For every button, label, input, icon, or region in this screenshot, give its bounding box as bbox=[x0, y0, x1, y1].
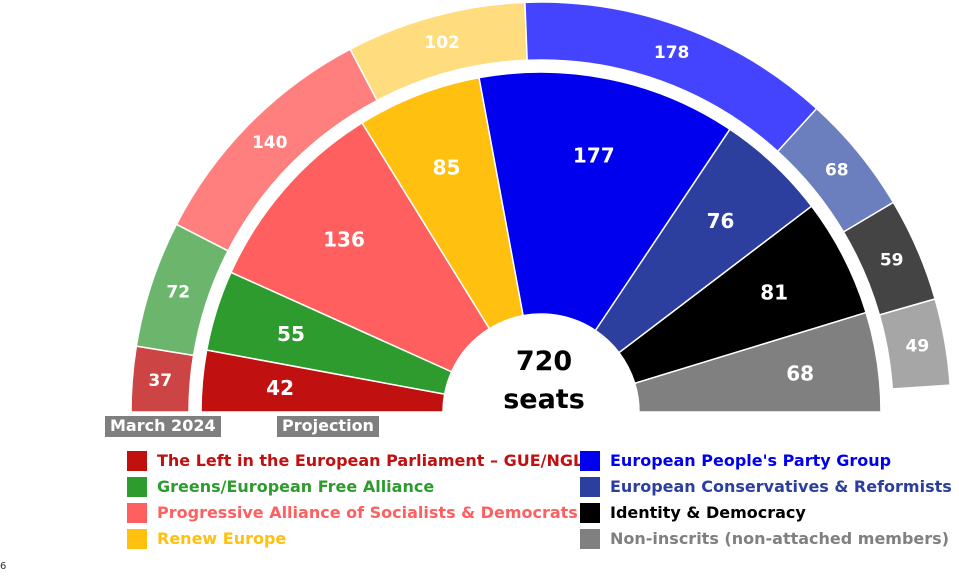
legend-item-epp: European People's Party Group bbox=[580, 448, 952, 474]
legend-label: European People's Party Group bbox=[610, 451, 892, 470]
inner-ring-projection bbox=[200, 71, 882, 413]
legend-item-greens: Greens/European Free Alliance bbox=[127, 474, 583, 500]
value-label-inner-ecr: 76 bbox=[707, 209, 735, 233]
value-label-outer-renew: 102 bbox=[424, 33, 460, 53]
legend-swatch bbox=[580, 451, 600, 471]
legend-swatch bbox=[580, 529, 600, 549]
legend-left-column: The Left in the European Parliament – GU… bbox=[127, 448, 583, 552]
value-label-outer-ni: 49 bbox=[906, 336, 930, 356]
legend-item-id: Identity & Democracy bbox=[580, 500, 952, 526]
legend-swatch bbox=[127, 503, 147, 523]
segment-inner-sd bbox=[230, 121, 491, 373]
legend-item-left: The Left in the European Parliament – GU… bbox=[127, 448, 583, 474]
legend-swatch bbox=[127, 529, 147, 549]
page-number: 6 bbox=[0, 561, 7, 572]
legend-label: Renew Europe bbox=[157, 529, 287, 548]
segment-inner-epp bbox=[478, 71, 731, 332]
legend-swatch bbox=[127, 451, 147, 471]
value-label-inner-epp: 177 bbox=[573, 143, 615, 167]
value-label-inner-left: 42 bbox=[266, 376, 294, 400]
legend-label: The Left in the European Parliament – GU… bbox=[157, 451, 584, 470]
legend-label: European Conservatives & Reformists bbox=[610, 477, 952, 496]
value-label-outer-epp: 178 bbox=[654, 43, 690, 63]
legend-label: Progressive Alliance of Socialists & Dem… bbox=[157, 503, 578, 522]
legend-label: Identity & Democracy bbox=[610, 503, 806, 522]
value-label-outer-left: 37 bbox=[148, 371, 172, 391]
ring-label-projection: Projection bbox=[277, 416, 379, 437]
value-label-inner-greens: 55 bbox=[277, 322, 305, 346]
value-label-inner-ni: 68 bbox=[786, 361, 814, 385]
segment-value-labels: 37 72 140 102 178 68 59 49 42 55 136 85 177 76 81 68 bbox=[148, 33, 929, 400]
legend-item-ecr: European Conservatives & Reformists bbox=[580, 474, 952, 500]
total-seats-label: 720 seats bbox=[494, 343, 594, 419]
legend-item-renew: Renew Europe bbox=[127, 526, 583, 552]
total-seats-unit: seats bbox=[503, 384, 585, 415]
segment-inner-ni bbox=[633, 311, 882, 413]
value-label-inner-sd: 136 bbox=[323, 227, 365, 251]
value-label-outer-id: 59 bbox=[880, 250, 904, 270]
legend-swatch bbox=[580, 503, 600, 523]
ring-label-march-2024: March 2024 bbox=[105, 416, 221, 437]
legend-item-sd: Progressive Alliance of Socialists & Dem… bbox=[127, 500, 583, 526]
total-seats-value: 720 bbox=[515, 346, 573, 377]
value-label-outer-sd: 140 bbox=[252, 133, 288, 153]
legend-item-ni: Non-inscrits (non-attached members) bbox=[580, 526, 952, 552]
legend-label: Greens/European Free Alliance bbox=[157, 477, 435, 496]
value-label-inner-id: 81 bbox=[760, 281, 788, 305]
legend-swatch bbox=[580, 477, 600, 497]
value-label-outer-greens: 72 bbox=[166, 282, 190, 302]
legend-label: Non-inscrits (non-attached members) bbox=[610, 529, 950, 548]
value-label-outer-ecr: 68 bbox=[825, 160, 849, 180]
legend-swatch bbox=[127, 477, 147, 497]
legend-right-column: European People's Party Group European C… bbox=[580, 448, 952, 552]
value-label-inner-renew: 85 bbox=[433, 156, 461, 180]
